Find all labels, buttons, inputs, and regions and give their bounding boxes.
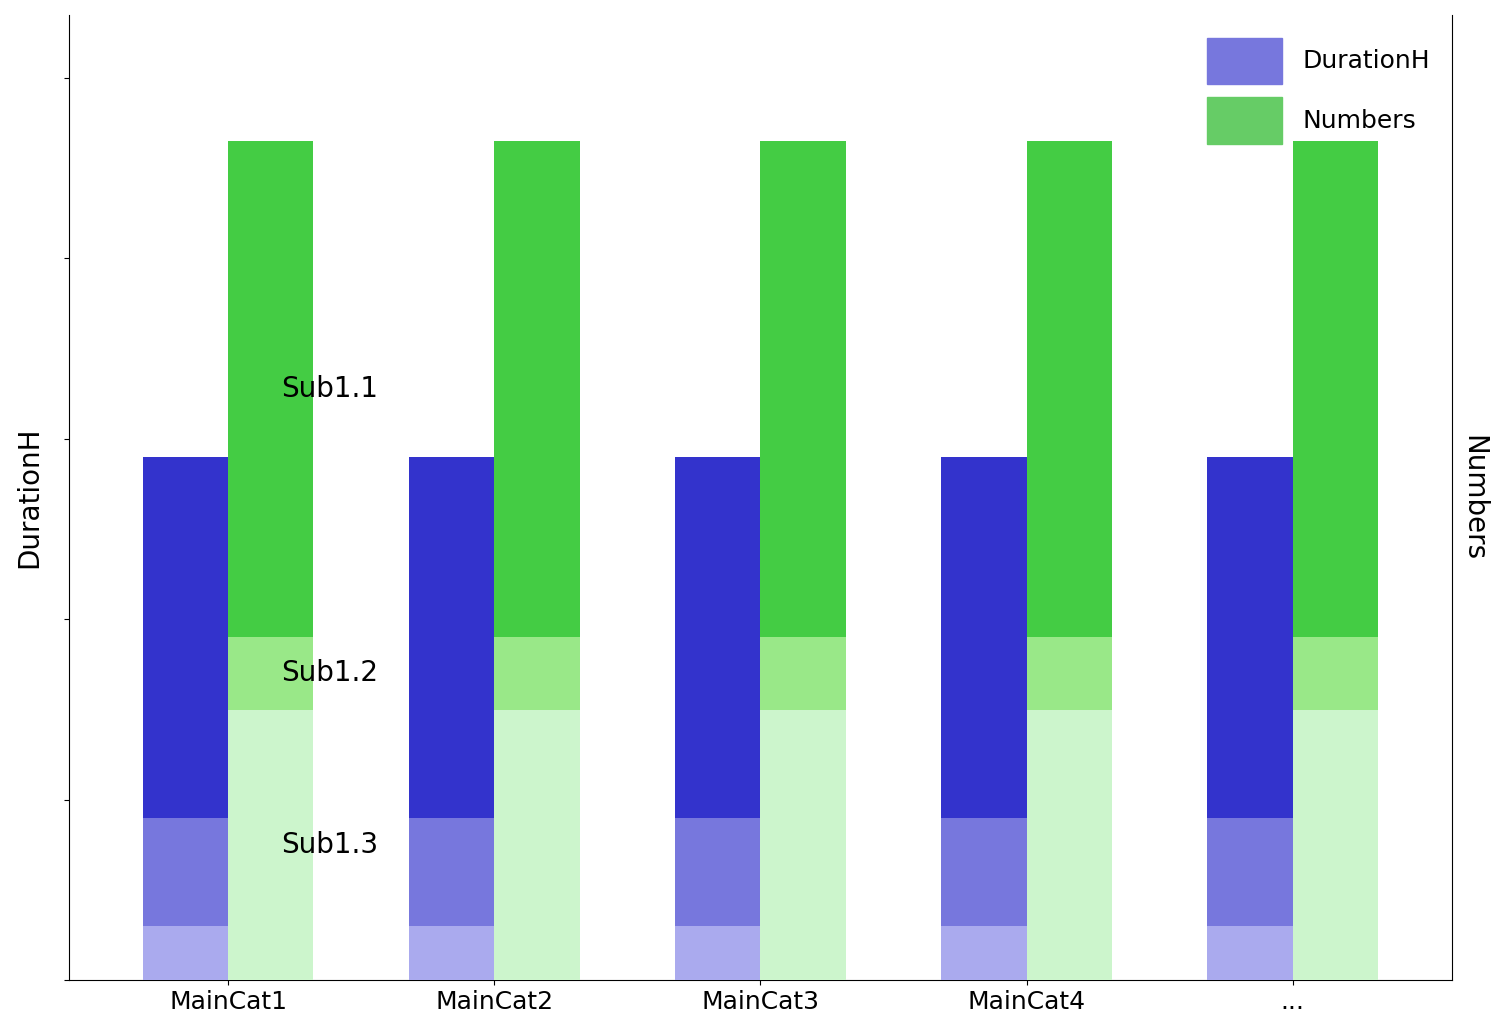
Text: Sub1.3: Sub1.3 (281, 830, 379, 859)
Bar (1026, 141, 1111, 637)
Bar (942, 457, 1026, 818)
Bar (676, 457, 760, 818)
Bar (760, 637, 846, 710)
Bar (494, 637, 580, 710)
Bar (942, 926, 1026, 981)
Bar (1208, 926, 1293, 981)
Bar (1026, 710, 1111, 981)
Y-axis label: Numbers: Numbers (1458, 434, 1487, 561)
Bar (1026, 637, 1111, 710)
Bar (942, 818, 1026, 926)
Bar (228, 710, 314, 981)
Bar (1208, 457, 1293, 818)
Bar (1208, 818, 1293, 926)
Bar (760, 141, 846, 637)
Bar (228, 637, 314, 710)
Bar (228, 141, 314, 637)
Bar (1293, 141, 1377, 637)
Text: Sub1.2: Sub1.2 (281, 660, 379, 687)
Bar (676, 818, 760, 926)
Bar (494, 141, 580, 637)
Bar (676, 926, 760, 981)
Y-axis label: DurationH: DurationH (15, 427, 44, 568)
Bar (409, 818, 494, 926)
Bar (143, 818, 228, 926)
Bar (143, 457, 228, 818)
Bar (1293, 637, 1377, 710)
Bar (409, 457, 494, 818)
Bar (494, 710, 580, 981)
Bar (1293, 710, 1377, 981)
Bar (409, 926, 494, 981)
Bar (760, 710, 846, 981)
Bar (143, 926, 228, 981)
Text: Sub1.1: Sub1.1 (281, 376, 379, 403)
Legend: DurationH, Numbers: DurationH, Numbers (1197, 28, 1440, 153)
